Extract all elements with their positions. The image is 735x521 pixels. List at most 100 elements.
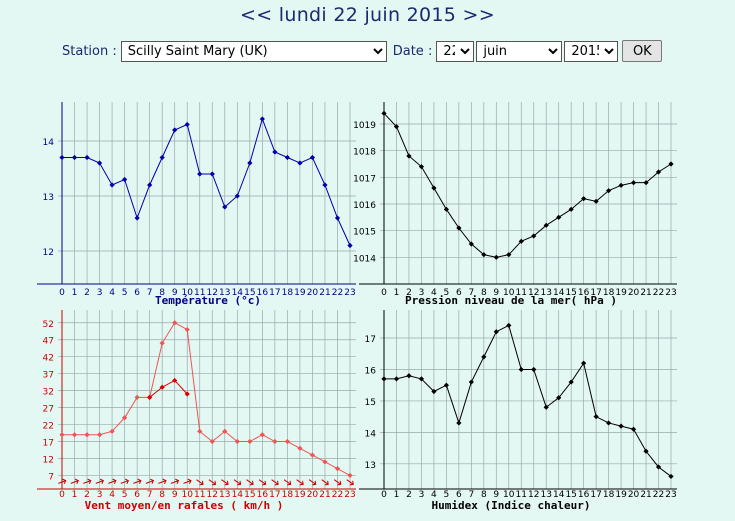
x-tick-label: 11 (194, 288, 205, 298)
x-tick-label: 6 (456, 288, 462, 298)
x-tick-label: 17 (590, 288, 601, 298)
wind-arrow-shaft (321, 479, 329, 485)
data-point (247, 160, 253, 166)
x-tick-label: 12 (207, 490, 218, 500)
y-tick-label: 14 (43, 138, 55, 148)
x-tick-label: 14 (232, 288, 244, 298)
day-select[interactable]: 22 (436, 40, 475, 62)
chart-title: Humidex (Indice chaleur) (432, 499, 591, 512)
x-tick-label: 4 (431, 288, 437, 298)
wind-arrow-icon (83, 478, 92, 485)
data-point (122, 415, 128, 421)
y-tick-label: 12 (43, 248, 54, 258)
x-tick-label: 17 (590, 490, 601, 500)
data-point (347, 472, 353, 479)
wind-arrow-head (112, 478, 117, 485)
x-tick-label: 0 (59, 288, 65, 298)
data-point (71, 154, 78, 161)
data-point (418, 376, 425, 382)
x-tick-label: 12 (528, 490, 539, 500)
prev-day-link[interactable]: << (240, 4, 273, 26)
wind-arrow-head (137, 478, 142, 485)
y-tick-label: 17 (365, 335, 376, 345)
wind-arrow-shaft (208, 479, 216, 485)
x-tick-label: 3 (419, 490, 425, 500)
wind-arrow-head (99, 478, 104, 485)
wind-arrow-shaft (58, 480, 66, 484)
data-point (618, 182, 624, 188)
data-point (259, 116, 265, 122)
data-point (556, 214, 562, 220)
page-title: << lundi 22 juin 2015 >> (0, 4, 735, 26)
x-tick-label: 10 (503, 288, 515, 298)
data-point (431, 388, 437, 395)
data-point (381, 110, 387, 116)
wind-arrow-icon (233, 479, 242, 486)
wind-arrow-head (274, 480, 279, 486)
wind-arrow-head (87, 478, 92, 485)
data-point (172, 377, 178, 384)
wind-arrow-head (224, 480, 229, 486)
wind-arrow-head (312, 480, 317, 486)
wind-arrow-head (287, 480, 292, 486)
data-point (334, 215, 341, 221)
data-point (122, 176, 128, 183)
wind-arrow-icon (346, 479, 354, 486)
x-tick-label: 14 (232, 490, 244, 500)
wind-arrow-head (175, 478, 180, 485)
x-tick-label: 23 (344, 490, 355, 500)
data-point (506, 322, 512, 329)
station-select[interactable]: Scilly Saint Mary (UK) (120, 40, 387, 62)
x-tick-label: 8 (481, 288, 487, 298)
x-tick-label: 15 (565, 288, 576, 298)
wind-arrow-shaft (346, 479, 354, 485)
y-tick-label: 1015 (353, 228, 376, 238)
data-point (84, 154, 90, 161)
wind-arrow-head (187, 478, 192, 485)
wind-arrow-head (199, 480, 204, 486)
wind-arrow-head (211, 480, 217, 486)
x-tick-label: 14 (553, 490, 565, 500)
wind-arrow-icon (296, 479, 304, 486)
x-tick-label: 20 (307, 490, 319, 500)
wind-arrow-shaft (296, 479, 304, 485)
data-point (606, 420, 612, 426)
data-point (184, 121, 190, 128)
x-tick-label: 7 (147, 490, 153, 500)
month-select[interactable]: juin (476, 40, 563, 62)
year-select[interactable]: 2015 (564, 40, 619, 62)
wind-arrow-head (249, 480, 254, 486)
x-tick-label: 23 (344, 288, 355, 298)
series-line-0 (62, 117, 351, 246)
x-tick-label: 12 (207, 288, 218, 298)
data-point (147, 394, 153, 401)
wind-arrow-icon (95, 478, 104, 485)
data-point (84, 432, 90, 438)
x-tick-label: 2 (84, 288, 90, 298)
wind-arrow-icon (120, 478, 130, 485)
x-tick-label: 9 (172, 288, 178, 298)
x-tick-label: 2 (84, 490, 90, 500)
next-day-link[interactable]: >> (462, 4, 495, 26)
wind-arrow-shaft (145, 480, 154, 484)
data-point (431, 185, 437, 191)
data-point (618, 423, 624, 429)
data-point (96, 432, 103, 438)
x-tick-label: 18 (282, 490, 294, 500)
data-point (543, 404, 549, 410)
x-tick-label: 12 (528, 288, 539, 298)
data-point (322, 459, 328, 465)
data-point (506, 252, 512, 258)
x-tick-label: 18 (282, 288, 294, 298)
wind-arrow-head (62, 478, 67, 485)
station-label: Station : (62, 43, 117, 59)
y-tick-label: 1019 (353, 121, 376, 131)
y-tick-label: 16 (365, 366, 377, 376)
wind-arrow-head (124, 478, 130, 485)
ok-button[interactable]: OK (622, 40, 663, 62)
x-tick-label: 16 (578, 288, 590, 298)
data-point (134, 394, 140, 401)
